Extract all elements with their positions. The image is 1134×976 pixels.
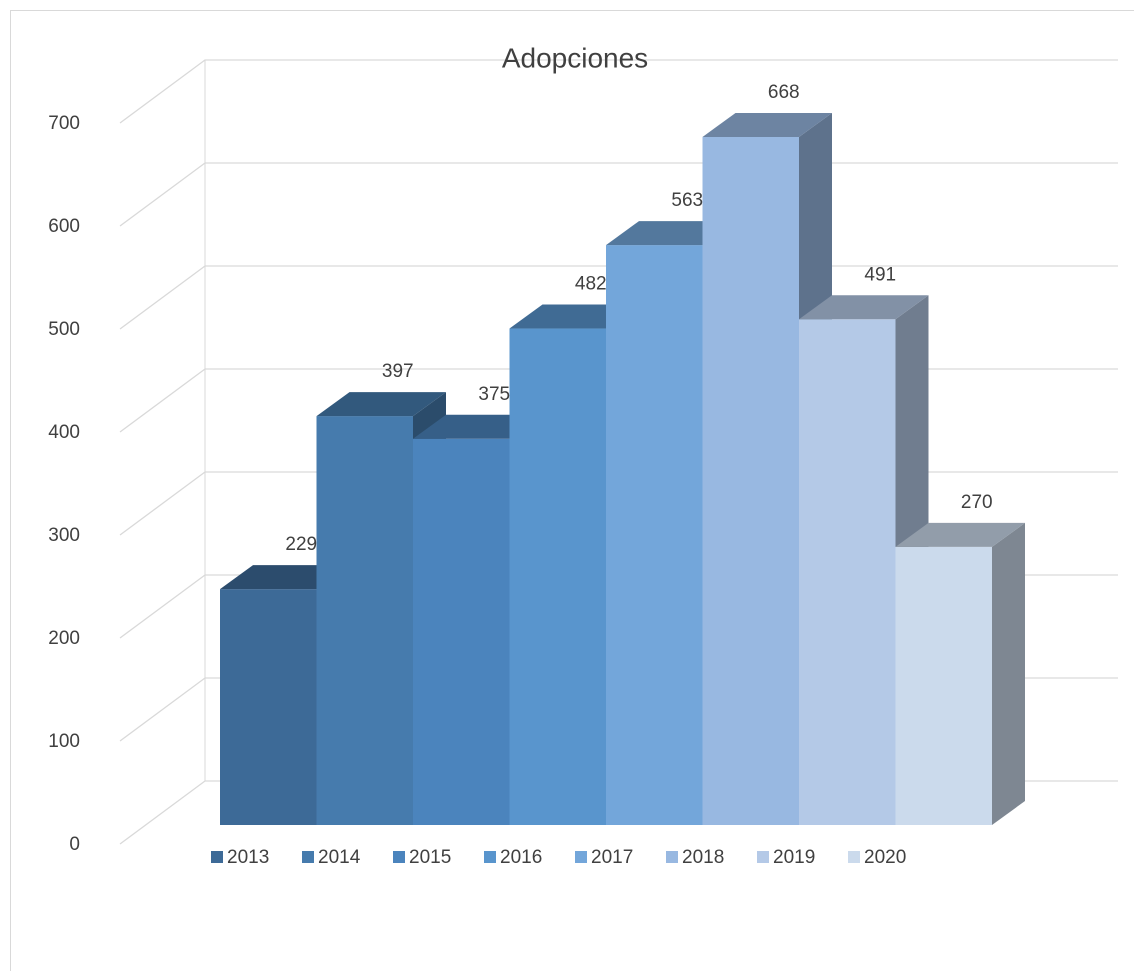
bar	[896, 547, 993, 825]
legend-swatch	[302, 851, 314, 863]
data-label: 482	[575, 274, 607, 295]
y-tick-label: 500	[48, 319, 80, 340]
data-label: 270	[961, 492, 993, 513]
y-tick-label: 400	[48, 422, 80, 443]
y-tick-label: 600	[48, 216, 80, 237]
y-tick-label: 0	[69, 834, 80, 855]
data-label: 397	[382, 361, 414, 382]
bar	[317, 416, 414, 825]
legend-label: 2015	[409, 847, 451, 868]
y-tick-label: 700	[48, 113, 80, 134]
legend-swatch	[393, 851, 405, 863]
legend-swatch	[757, 851, 769, 863]
data-label: 375	[478, 384, 510, 405]
legend-swatch	[666, 851, 678, 863]
bar	[606, 245, 703, 825]
bar	[220, 589, 317, 825]
legend-label: 2016	[500, 847, 542, 868]
legend-swatch	[575, 851, 587, 863]
legend-label: 2018	[682, 847, 724, 868]
y-tick-label: 200	[48, 628, 80, 649]
legend-label: 2020	[864, 847, 906, 868]
data-label: 491	[864, 264, 896, 285]
data-label: 563	[671, 190, 703, 211]
data-label: 229	[285, 534, 317, 555]
legend-label: 2017	[591, 847, 633, 868]
legend-swatch	[211, 851, 223, 863]
bar	[413, 439, 510, 825]
bar	[703, 137, 800, 825]
legend-swatch	[484, 851, 496, 863]
chart-title: Adopciones	[502, 42, 648, 73]
legend-label: 2013	[227, 847, 269, 868]
y-tick-label: 300	[48, 525, 80, 546]
y-tick-label: 100	[48, 731, 80, 752]
legend-swatch	[848, 851, 860, 863]
bar	[510, 329, 607, 825]
data-label: 668	[768, 82, 800, 103]
legend-label: 2019	[773, 847, 815, 868]
legend-label: 2014	[318, 847, 361, 868]
bar	[799, 319, 896, 825]
bar-side	[992, 523, 1025, 825]
